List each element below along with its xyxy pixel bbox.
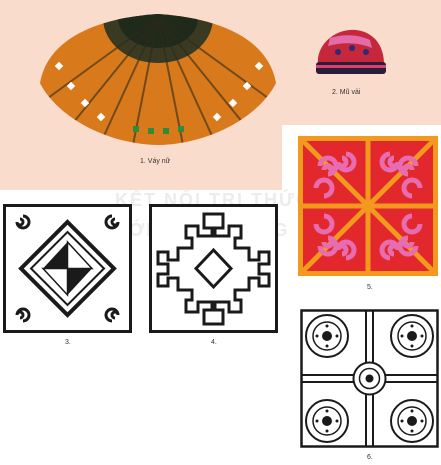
hat-image (312, 26, 388, 78)
pattern-6 (300, 309, 439, 448)
pattern-5-caption: 5. (367, 284, 373, 291)
pattern-3-caption: 3. (65, 339, 71, 346)
hat-caption: 2. Mũ vải (332, 89, 361, 96)
pattern-4 (149, 204, 278, 333)
pattern-6-caption: 6. (367, 454, 373, 461)
pattern-3 (3, 204, 132, 333)
pattern-4-caption: 4. (211, 339, 217, 346)
pattern-5 (298, 136, 438, 276)
skirt-image (38, 8, 278, 146)
skirt-caption: 1. Váy nữ (140, 158, 171, 165)
